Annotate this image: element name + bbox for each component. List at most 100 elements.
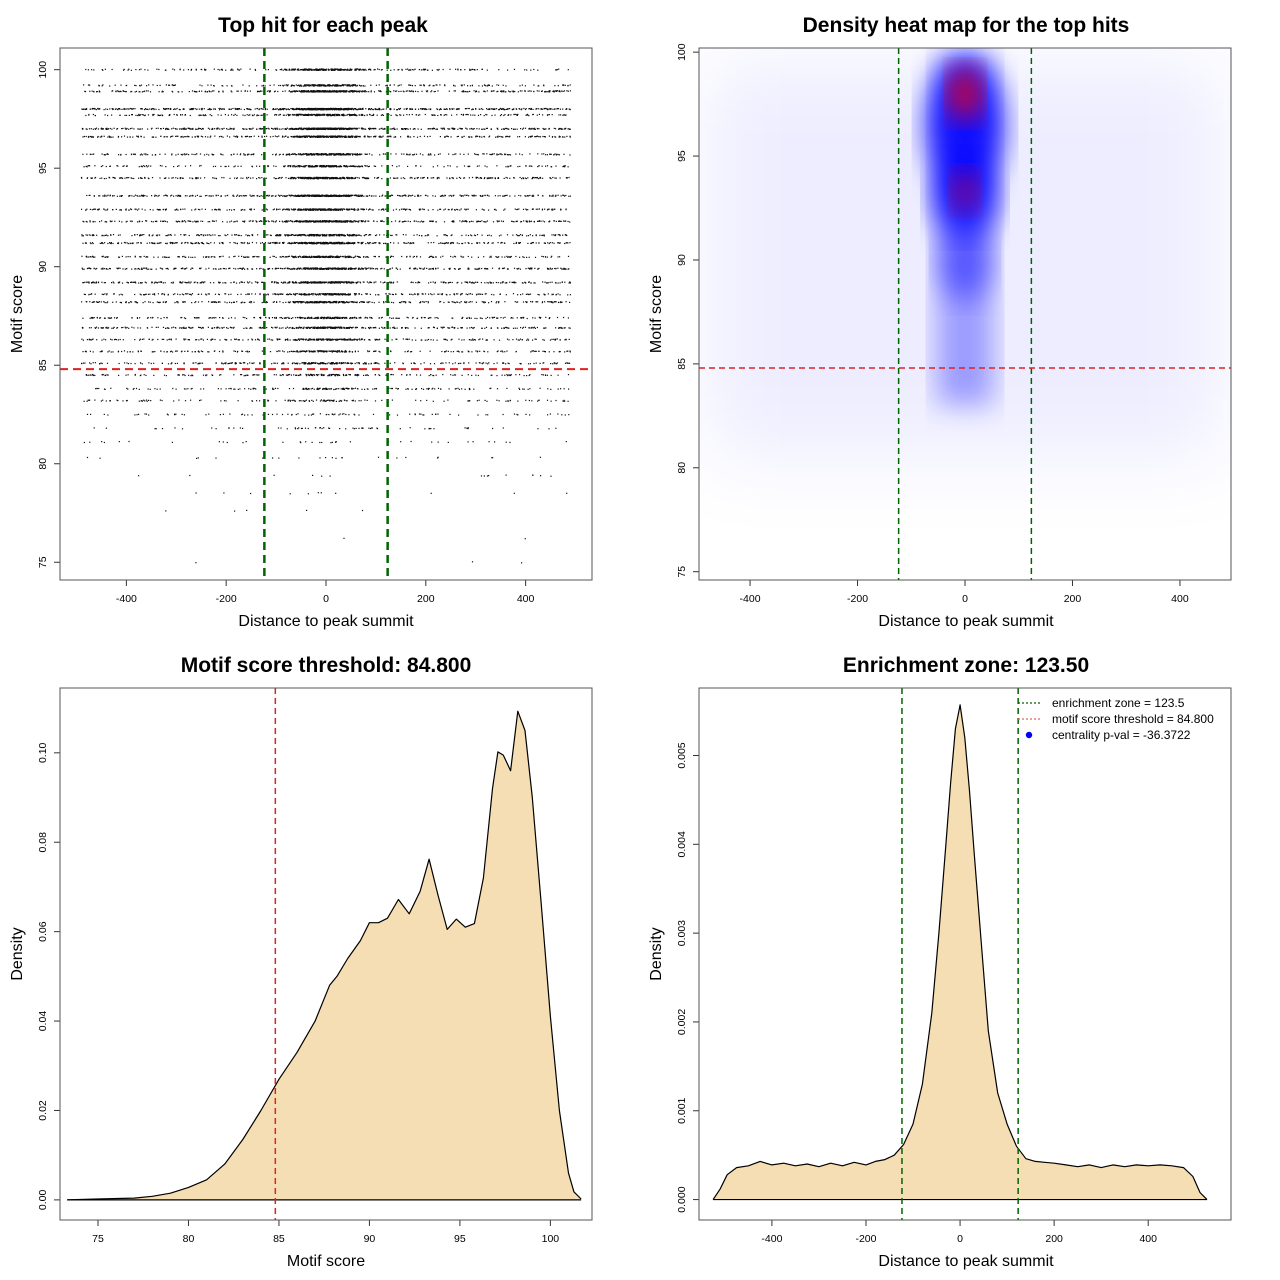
scatter-point xyxy=(296,166,298,168)
scatter-point xyxy=(214,108,216,110)
scatter-point xyxy=(330,107,332,109)
scatter-point xyxy=(347,128,349,130)
scatter-point xyxy=(294,165,296,167)
scatter-point xyxy=(116,195,118,197)
scatter-point xyxy=(467,153,469,155)
scatter-point xyxy=(331,69,333,71)
scatter-point xyxy=(336,114,338,116)
scatter-point xyxy=(534,128,536,130)
scatter-point xyxy=(332,153,334,155)
scatter-point xyxy=(562,128,564,130)
scatter-point xyxy=(283,114,285,116)
scatter-point xyxy=(304,135,306,137)
scatter-point xyxy=(122,127,124,130)
scatter-point xyxy=(476,165,478,167)
scatter-point xyxy=(298,113,300,116)
scatter-point xyxy=(319,136,321,138)
scatter-point xyxy=(155,127,157,129)
scatter-point xyxy=(131,127,133,129)
scatter-point xyxy=(479,108,481,110)
scatter-point xyxy=(354,153,356,155)
scatter-point xyxy=(520,128,522,130)
scatter-point xyxy=(439,108,441,110)
scatter-point xyxy=(547,109,549,111)
scatter-point xyxy=(329,85,331,87)
scatter-point xyxy=(300,69,302,71)
scatter-point xyxy=(324,136,326,138)
scatter-point xyxy=(340,109,342,111)
scatter-point xyxy=(298,136,300,138)
scatter-point xyxy=(352,84,354,87)
scatter-point xyxy=(143,153,145,155)
scatter-point xyxy=(561,90,563,92)
scatter-point xyxy=(153,109,155,111)
scatter-point xyxy=(194,91,196,93)
scatter-point xyxy=(123,68,125,70)
scatter-point xyxy=(436,84,438,86)
scatter-point xyxy=(222,154,224,156)
scatter-point xyxy=(414,85,416,87)
scatter-point xyxy=(173,69,176,71)
scatter-point xyxy=(566,108,568,110)
scatter-point xyxy=(319,108,321,110)
scatter-point xyxy=(558,68,560,70)
scatter-point xyxy=(342,154,344,156)
scatter-point xyxy=(406,153,408,155)
scatter-point xyxy=(439,153,441,155)
scatter-point xyxy=(313,91,315,93)
scatter-point xyxy=(131,108,133,110)
scatter-point xyxy=(136,135,138,137)
scatter-point xyxy=(131,177,133,179)
scatter-point xyxy=(313,176,315,179)
scatter-point xyxy=(300,165,303,167)
scatter-point xyxy=(341,127,343,129)
scatter-point xyxy=(496,84,498,86)
scatter-point xyxy=(316,69,318,71)
scatter-point xyxy=(334,69,336,71)
scatter-point xyxy=(477,135,479,137)
scatter-point xyxy=(145,108,147,110)
scatter-point xyxy=(327,177,329,179)
scatter-point xyxy=(323,135,325,137)
scatter-point xyxy=(487,85,489,87)
scatter-point xyxy=(483,128,485,130)
scatter-point xyxy=(92,107,94,110)
scatter-point xyxy=(316,165,318,167)
scatter-point xyxy=(337,90,339,93)
scatter-point xyxy=(308,114,310,116)
scatter-point xyxy=(303,90,306,92)
scatter-point xyxy=(536,127,538,130)
scatter-point xyxy=(315,84,317,87)
scatter-point xyxy=(491,85,493,87)
scatter-point xyxy=(159,165,161,167)
scatter-point xyxy=(301,85,303,87)
scatter-point xyxy=(437,114,439,117)
scatter-point xyxy=(368,194,371,197)
scatter-point xyxy=(136,195,138,197)
scatter-point xyxy=(405,108,407,110)
scatter-point xyxy=(322,85,324,87)
scatter-point xyxy=(241,135,243,137)
scatter-point xyxy=(401,128,403,130)
scatter-title: Top hit for each peak xyxy=(218,14,428,37)
scatter-point xyxy=(159,153,161,155)
scatter-point xyxy=(325,165,327,167)
scatter-point xyxy=(443,114,445,116)
scatter-point xyxy=(509,165,511,167)
scatter-point xyxy=(293,165,295,167)
scatter-point xyxy=(297,114,299,116)
scatter-point xyxy=(290,177,293,179)
scatter-point xyxy=(363,128,365,130)
scatter-point xyxy=(304,128,306,130)
scatter-point xyxy=(208,90,210,92)
scatter-point xyxy=(119,108,121,110)
scatter-point xyxy=(431,128,433,130)
scatter-point xyxy=(332,135,334,137)
scatter-point xyxy=(468,107,470,110)
scatter-point xyxy=(438,109,441,111)
scatter-point xyxy=(321,114,323,116)
scatter-point xyxy=(240,90,242,92)
scatter-point xyxy=(262,85,265,87)
scatter-point xyxy=(261,90,263,92)
scatter-point xyxy=(328,153,331,156)
